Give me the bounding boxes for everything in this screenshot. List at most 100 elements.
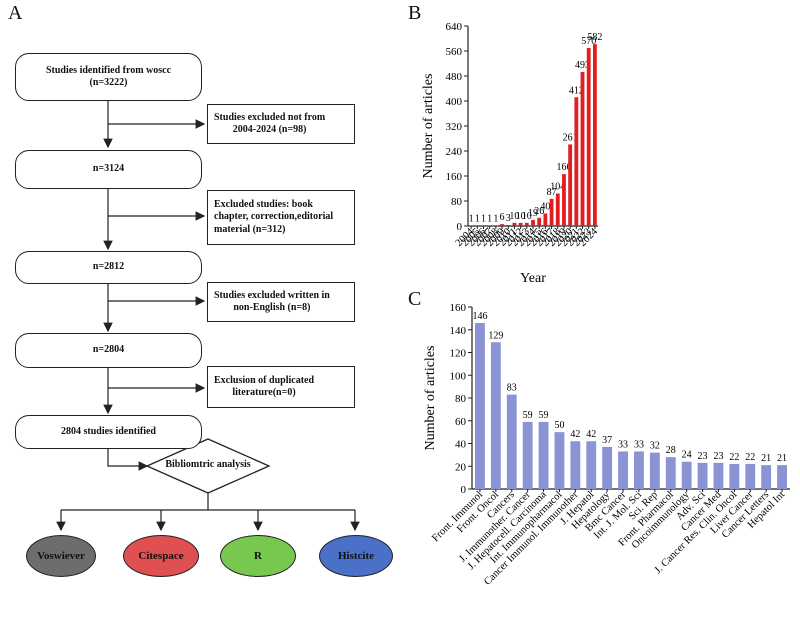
y-tick-label: 40	[455, 439, 467, 451]
flow-side-box-types-text: Excluded studies: book chapter, correcti…	[214, 198, 334, 235]
flow-side-box-duplicates: Exclusion of duplicated literature(n=0)	[207, 366, 355, 408]
y-tick-label: 480	[446, 71, 463, 83]
bar	[681, 461, 692, 489]
bar-value-label: 22	[745, 452, 755, 463]
bar-value-label: 3	[506, 213, 511, 224]
bar	[697, 462, 708, 489]
bar	[524, 222, 529, 226]
flow-side-box-years-text: Studies excluded not from 2004-2024 (n=9…	[214, 111, 326, 136]
bar	[761, 465, 772, 489]
panel-letter-c: C	[408, 288, 422, 310]
bar	[475, 322, 485, 489]
bar-value-label: 42	[570, 429, 580, 440]
bar-value-label: 87	[547, 187, 557, 198]
bar-value-label: 10	[509, 211, 519, 222]
flow-side-box-years: Studies excluded not from 2004-2024 (n=9…	[207, 104, 355, 144]
bar-value-label: 33	[618, 439, 628, 450]
y-tick-label: 640	[446, 21, 463, 33]
bar	[543, 213, 548, 226]
panel-letter-a: A	[8, 2, 23, 24]
tool-oval-voswiever: Voswiever	[26, 535, 96, 577]
bar	[586, 47, 591, 226]
y-axis-title: Number of articles	[423, 346, 438, 451]
bar-value-label: 24	[682, 450, 692, 461]
bar-value-label: 1	[469, 214, 474, 225]
flow-box-final: 2804 studies identified	[15, 415, 202, 449]
bar-value-label: 19	[528, 208, 538, 219]
bar	[549, 198, 554, 226]
bar-value-label: 104	[550, 182, 565, 193]
tool-oval-citespace: Citespace	[123, 535, 199, 577]
bar	[506, 225, 511, 226]
bar	[580, 71, 585, 226]
bar-value-label: 59	[539, 410, 549, 421]
bar	[649, 452, 660, 489]
bar-value-label: 26	[534, 206, 544, 217]
flow-box-final-text: 2804 studies identified	[60, 425, 156, 437]
y-tick-label: 120	[450, 348, 467, 360]
y-tick-label: 400	[446, 96, 463, 108]
y-tick-label: 320	[446, 121, 463, 133]
bar	[634, 451, 644, 489]
bar	[531, 220, 535, 226]
bar	[602, 446, 613, 489]
bar	[500, 224, 504, 226]
flow-side-box-language-text: Studies excluded written in non-English …	[214, 289, 330, 314]
bar	[592, 44, 597, 226]
y-tick-label: 0	[461, 484, 467, 496]
bar	[555, 193, 560, 226]
flow-box-n2804-text: n=2804	[92, 344, 125, 356]
bar-value-label: 42	[586, 429, 596, 440]
bar	[729, 463, 740, 489]
bar	[512, 222, 517, 226]
y-tick-label: 0	[457, 221, 463, 233]
flow-side-box-duplicates-text: Exclusion of duplicated literature(n=0)	[214, 374, 315, 399]
bar	[522, 421, 533, 489]
bar-value-label: 10	[522, 211, 532, 222]
bar	[665, 457, 676, 489]
bar-value-label: 28	[666, 445, 676, 456]
x-axis-title: Year	[520, 271, 546, 286]
bar-value-label: 146	[472, 311, 487, 322]
flow-box-n2812: n=2812	[15, 251, 202, 284]
bar-value-label: 493	[575, 60, 590, 71]
bar-value-label: 1	[487, 214, 492, 225]
bar-value-label: 50	[554, 420, 564, 431]
bar-value-label: 129	[488, 330, 503, 341]
flow-box-n3124-text: n=3124	[92, 163, 125, 175]
bar	[586, 441, 597, 489]
flow-box-identified-text: Studies identified from woscc (n=3222)	[45, 64, 172, 89]
y-axis-title: Number of articles	[421, 74, 436, 179]
flow-box-n2812-text: n=2812	[92, 261, 125, 273]
bar-value-label: 570	[581, 36, 596, 47]
bar	[570, 441, 581, 489]
bar	[537, 217, 542, 226]
bar	[490, 342, 501, 489]
bar-value-label: 1	[481, 214, 486, 225]
y-tick-label: 80	[451, 196, 463, 208]
y-tick-label: 160	[446, 171, 463, 183]
bar	[745, 463, 756, 489]
bar-value-label: 40	[540, 202, 550, 213]
y-tick-label: 20	[455, 461, 467, 473]
bar-value-label: 1	[493, 214, 498, 225]
bar	[574, 97, 579, 226]
bar	[777, 465, 787, 489]
bar	[506, 394, 517, 489]
bar-value-label: 582	[587, 32, 602, 43]
bar-value-label: 83	[507, 383, 517, 394]
y-tick-label: 60	[455, 416, 467, 428]
bar-value-label: 261	[563, 132, 578, 143]
y-tick-label: 240	[446, 146, 463, 158]
bar-value-label: 412	[569, 85, 584, 96]
flow-side-box-language: Studies excluded written in non-English …	[207, 282, 355, 322]
tool-oval-histcite: Histcite	[319, 535, 393, 577]
bar	[713, 462, 724, 489]
y-tick-label: 160	[450, 302, 467, 314]
bar-value-label: 23	[713, 451, 723, 462]
bar-value-label: 32	[650, 441, 660, 452]
bar-value-label: 1	[475, 214, 480, 225]
